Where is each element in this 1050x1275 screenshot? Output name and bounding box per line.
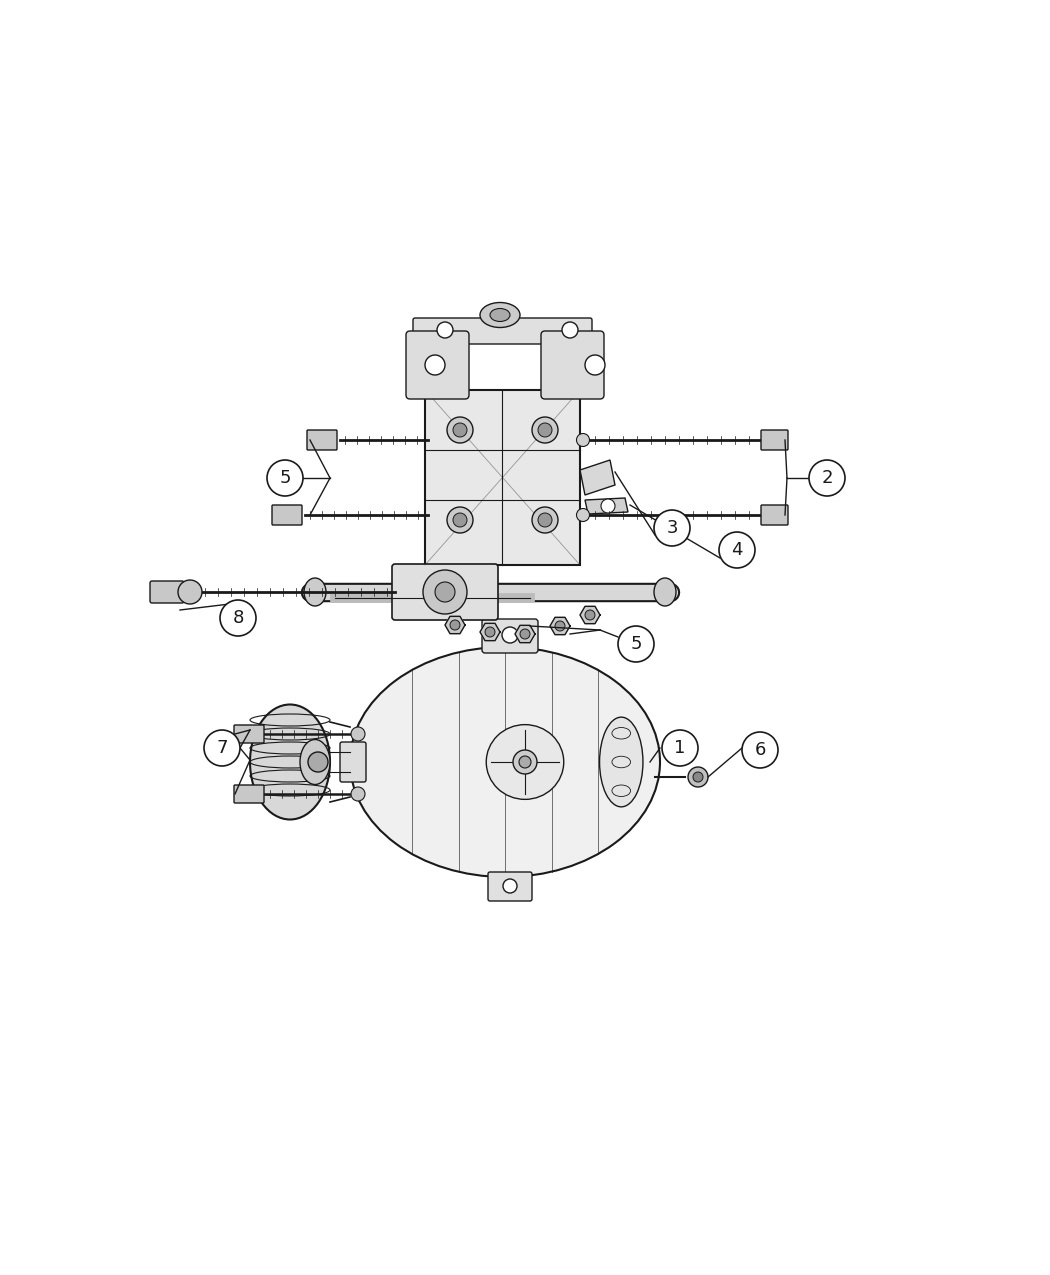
Text: 3: 3 (667, 519, 677, 537)
Circle shape (520, 629, 530, 639)
Text: 4: 4 (731, 541, 742, 558)
Ellipse shape (250, 705, 330, 820)
Circle shape (447, 417, 473, 442)
Circle shape (688, 768, 708, 787)
Circle shape (503, 878, 517, 892)
Ellipse shape (300, 740, 330, 784)
FancyBboxPatch shape (413, 317, 592, 344)
Circle shape (453, 513, 467, 527)
Polygon shape (550, 617, 570, 635)
Circle shape (435, 581, 455, 602)
Circle shape (693, 771, 704, 782)
Circle shape (423, 570, 467, 615)
Circle shape (585, 354, 605, 375)
Ellipse shape (486, 724, 564, 799)
Circle shape (538, 513, 552, 527)
FancyBboxPatch shape (234, 785, 264, 803)
Circle shape (485, 627, 495, 638)
Circle shape (585, 609, 595, 620)
Ellipse shape (576, 509, 589, 521)
Circle shape (742, 732, 778, 768)
FancyBboxPatch shape (761, 430, 788, 450)
Circle shape (654, 510, 690, 546)
Ellipse shape (480, 302, 520, 328)
Circle shape (437, 323, 453, 338)
Circle shape (562, 323, 578, 338)
Circle shape (555, 621, 565, 631)
FancyBboxPatch shape (234, 725, 264, 743)
Circle shape (532, 417, 558, 442)
Ellipse shape (490, 309, 510, 321)
Circle shape (267, 460, 303, 496)
Ellipse shape (600, 717, 643, 807)
Circle shape (178, 580, 202, 604)
FancyBboxPatch shape (307, 430, 337, 450)
Text: 5: 5 (279, 469, 291, 487)
FancyBboxPatch shape (150, 581, 184, 603)
FancyBboxPatch shape (761, 505, 788, 525)
Text: 8: 8 (232, 609, 244, 627)
Text: 6: 6 (754, 741, 765, 759)
FancyBboxPatch shape (482, 618, 538, 653)
Circle shape (502, 627, 518, 643)
Circle shape (220, 601, 256, 636)
Polygon shape (480, 623, 500, 640)
Circle shape (450, 620, 460, 630)
Circle shape (519, 756, 531, 768)
Circle shape (662, 731, 698, 766)
Circle shape (719, 532, 755, 567)
Ellipse shape (654, 578, 676, 606)
Polygon shape (514, 625, 536, 643)
Text: 7: 7 (216, 740, 228, 757)
Text: 5: 5 (630, 635, 642, 653)
Text: 1: 1 (674, 740, 686, 757)
Circle shape (532, 507, 558, 533)
Circle shape (601, 499, 615, 513)
Ellipse shape (304, 578, 326, 606)
Circle shape (204, 731, 240, 766)
Ellipse shape (576, 434, 589, 446)
FancyBboxPatch shape (425, 390, 580, 565)
Circle shape (308, 752, 328, 771)
FancyBboxPatch shape (340, 742, 366, 782)
Circle shape (453, 423, 467, 437)
FancyBboxPatch shape (406, 332, 469, 399)
Polygon shape (445, 616, 465, 634)
Circle shape (538, 423, 552, 437)
Circle shape (425, 354, 445, 375)
FancyBboxPatch shape (488, 872, 532, 901)
Circle shape (447, 507, 473, 533)
Circle shape (808, 460, 845, 496)
Ellipse shape (351, 787, 365, 801)
Polygon shape (580, 460, 615, 495)
FancyBboxPatch shape (392, 564, 498, 620)
Polygon shape (585, 499, 628, 514)
Ellipse shape (350, 646, 660, 877)
Polygon shape (580, 607, 600, 623)
Text: 2: 2 (821, 469, 833, 487)
FancyBboxPatch shape (272, 505, 302, 525)
FancyBboxPatch shape (541, 332, 604, 399)
Ellipse shape (351, 727, 365, 741)
Circle shape (618, 626, 654, 662)
Circle shape (513, 750, 537, 774)
